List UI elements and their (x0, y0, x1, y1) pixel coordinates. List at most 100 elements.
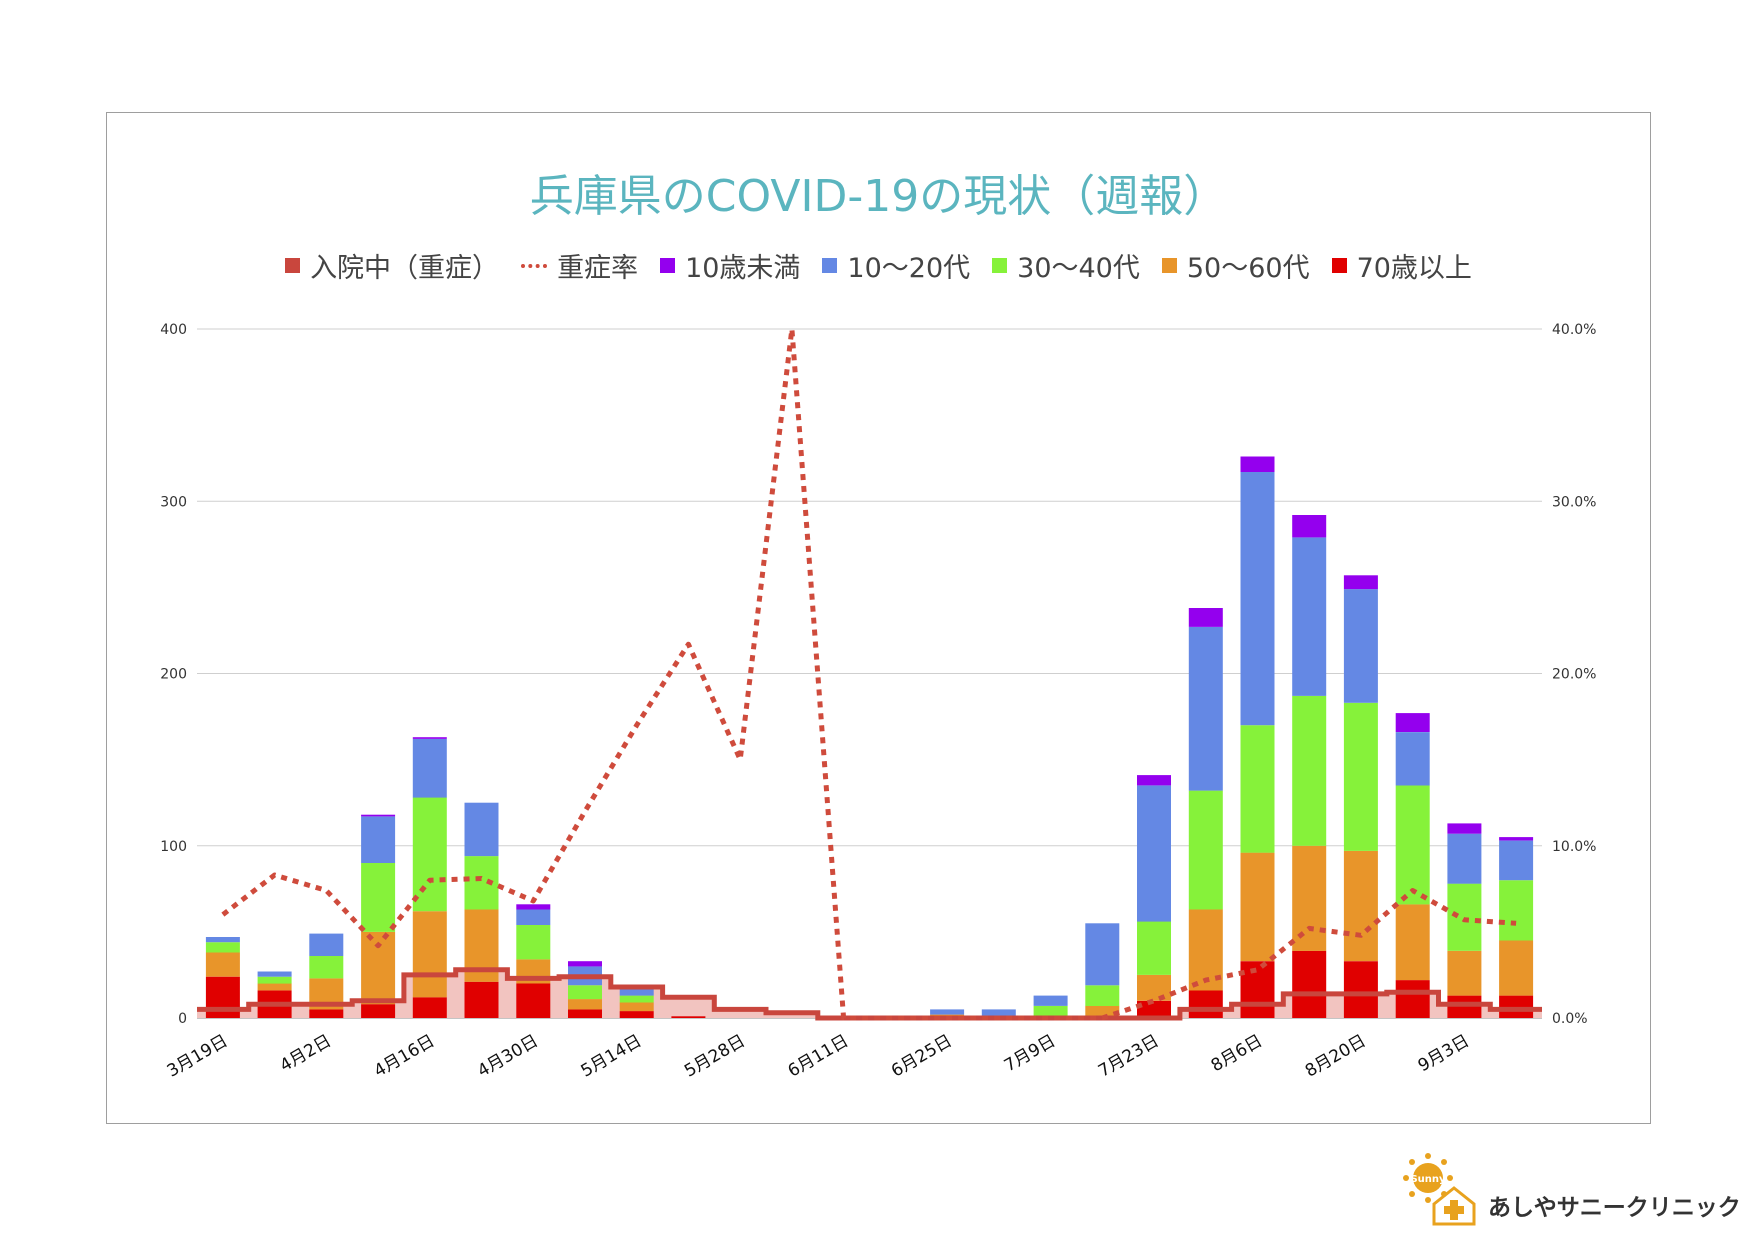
x-tick-label: 4月2日 (277, 1031, 335, 1076)
legend-label: 70歳以上 (1356, 253, 1472, 284)
legend-item: 入院中（重症） (285, 246, 499, 285)
bar-segment (205, 937, 240, 943)
bar-segment (516, 909, 551, 925)
bar-segment (1447, 995, 1482, 1018)
y-tick-label: 100 (160, 839, 187, 855)
bar-segment (568, 999, 602, 1010)
bar-segment (671, 1016, 706, 1018)
bar-segment (516, 925, 551, 960)
x-tick-label: 4月16日 (371, 1031, 439, 1082)
legend-item: 30〜40代 (992, 246, 1140, 285)
chart-title: 兵庫県のCOVID-19の現状（週報） (529, 171, 1228, 222)
bar-segment (1447, 950, 1482, 996)
bar-segment (1137, 1000, 1171, 1018)
bar-segment (205, 942, 240, 953)
bar-segment (619, 988, 654, 996)
bar-segment (412, 911, 447, 998)
clinic-name: あしやサニークリニック (1488, 1195, 1741, 1221)
bar-segment (412, 997, 447, 1018)
bar-segment (1343, 702, 1378, 851)
bar-segment (464, 981, 499, 1018)
legend-item: 10歳未満 (660, 246, 800, 285)
y-tick-label: 200 (160, 667, 187, 683)
bar-segment (309, 956, 344, 979)
bar-segment (1137, 974, 1171, 1001)
bar-segment (1395, 785, 1430, 905)
bar-segment (464, 856, 499, 910)
logo-text: Sunny (1410, 1174, 1446, 1185)
bar-segment (464, 802, 499, 857)
legend-label: 重症率 (557, 253, 639, 284)
bar-segment (1240, 472, 1275, 726)
y2-tick-label: 0.0% (1552, 1011, 1588, 1027)
legend-item: 10〜20代 (822, 246, 970, 285)
bar-segment (619, 995, 654, 1003)
bar-segment (257, 971, 292, 977)
bar-segment (1085, 985, 1120, 1006)
x-tick-label: 6月11日 (785, 1031, 853, 1082)
y-tick-label: 400 (160, 322, 187, 338)
bar-segment (1395, 980, 1430, 1018)
bar-segment (1033, 1005, 1068, 1017)
x-tick-label: 8月20日 (1302, 1031, 1370, 1082)
bar-segment (1188, 627, 1223, 791)
bar-segment (981, 1009, 1016, 1018)
clinic-logo: Sunny (1403, 1153, 1476, 1226)
legend-item: 重症率 (521, 246, 638, 285)
x-tick-label: 5月28日 (681, 1031, 749, 1082)
bar-segment (619, 1011, 654, 1018)
y2-tick-label: 20.0% (1552, 667, 1596, 683)
x-tick-label: 5月14日 (578, 1031, 646, 1082)
bar-segment (361, 816, 396, 863)
bar-segment (1447, 823, 1482, 834)
bar-segment (1085, 923, 1120, 986)
bar-segment (309, 1009, 344, 1018)
bar-segment (1292, 950, 1327, 1018)
bar-segment (619, 1002, 654, 1012)
x-tick-label: 3月19日 (164, 1031, 232, 1082)
legend-swatch (660, 258, 676, 273)
bar-segment (1240, 725, 1275, 853)
bar-segment (1188, 608, 1223, 627)
bar-segment (1447, 833, 1482, 884)
bar-segment (1343, 575, 1378, 590)
bar-segment (361, 1004, 396, 1018)
bar-segment (1188, 990, 1223, 1018)
bar-segment (930, 1009, 965, 1015)
bar-segment (412, 739, 447, 798)
x-tick-label: 7月23日 (1095, 1031, 1163, 1082)
x-tick-label: 8月6日 (1208, 1031, 1266, 1076)
bar-segment (361, 863, 396, 932)
bar-segment (516, 983, 551, 1018)
bar-segment (1085, 1005, 1120, 1017)
bar-segment (412, 797, 447, 912)
bar-segment (412, 737, 447, 739)
bar-segment (1137, 775, 1171, 786)
y-tick-label: 300 (160, 494, 187, 510)
bar-segment (1292, 845, 1327, 951)
bar-segment (568, 1009, 602, 1018)
bar-segment (1137, 921, 1171, 975)
bar-segment (1240, 961, 1275, 1018)
bar-segment (1343, 850, 1378, 962)
bar-segment (1343, 589, 1378, 703)
x-tick-label: 6月25日 (888, 1031, 956, 1082)
sun-icon: Sunny (1403, 1153, 1453, 1203)
bar-segment (1395, 904, 1430, 981)
y2-tick-label: 30.0% (1552, 494, 1596, 510)
bar-segment (257, 983, 292, 991)
bar-segment (1499, 880, 1534, 941)
bar-segment (1292, 515, 1327, 538)
bar-segment (1188, 790, 1223, 910)
house-cross-icon (1432, 1186, 1476, 1226)
legend-swatch (992, 258, 1008, 273)
severe-line (197, 967, 1542, 1021)
bar-segment (1292, 537, 1327, 696)
bar-segment (1292, 695, 1327, 846)
bar-segment (516, 904, 551, 910)
bar-segment (1240, 852, 1275, 962)
x-tick-label: 9月3日 (1415, 1031, 1473, 1076)
bar-segment (1499, 840, 1534, 881)
x-tick-label: 4月30日 (474, 1031, 542, 1082)
